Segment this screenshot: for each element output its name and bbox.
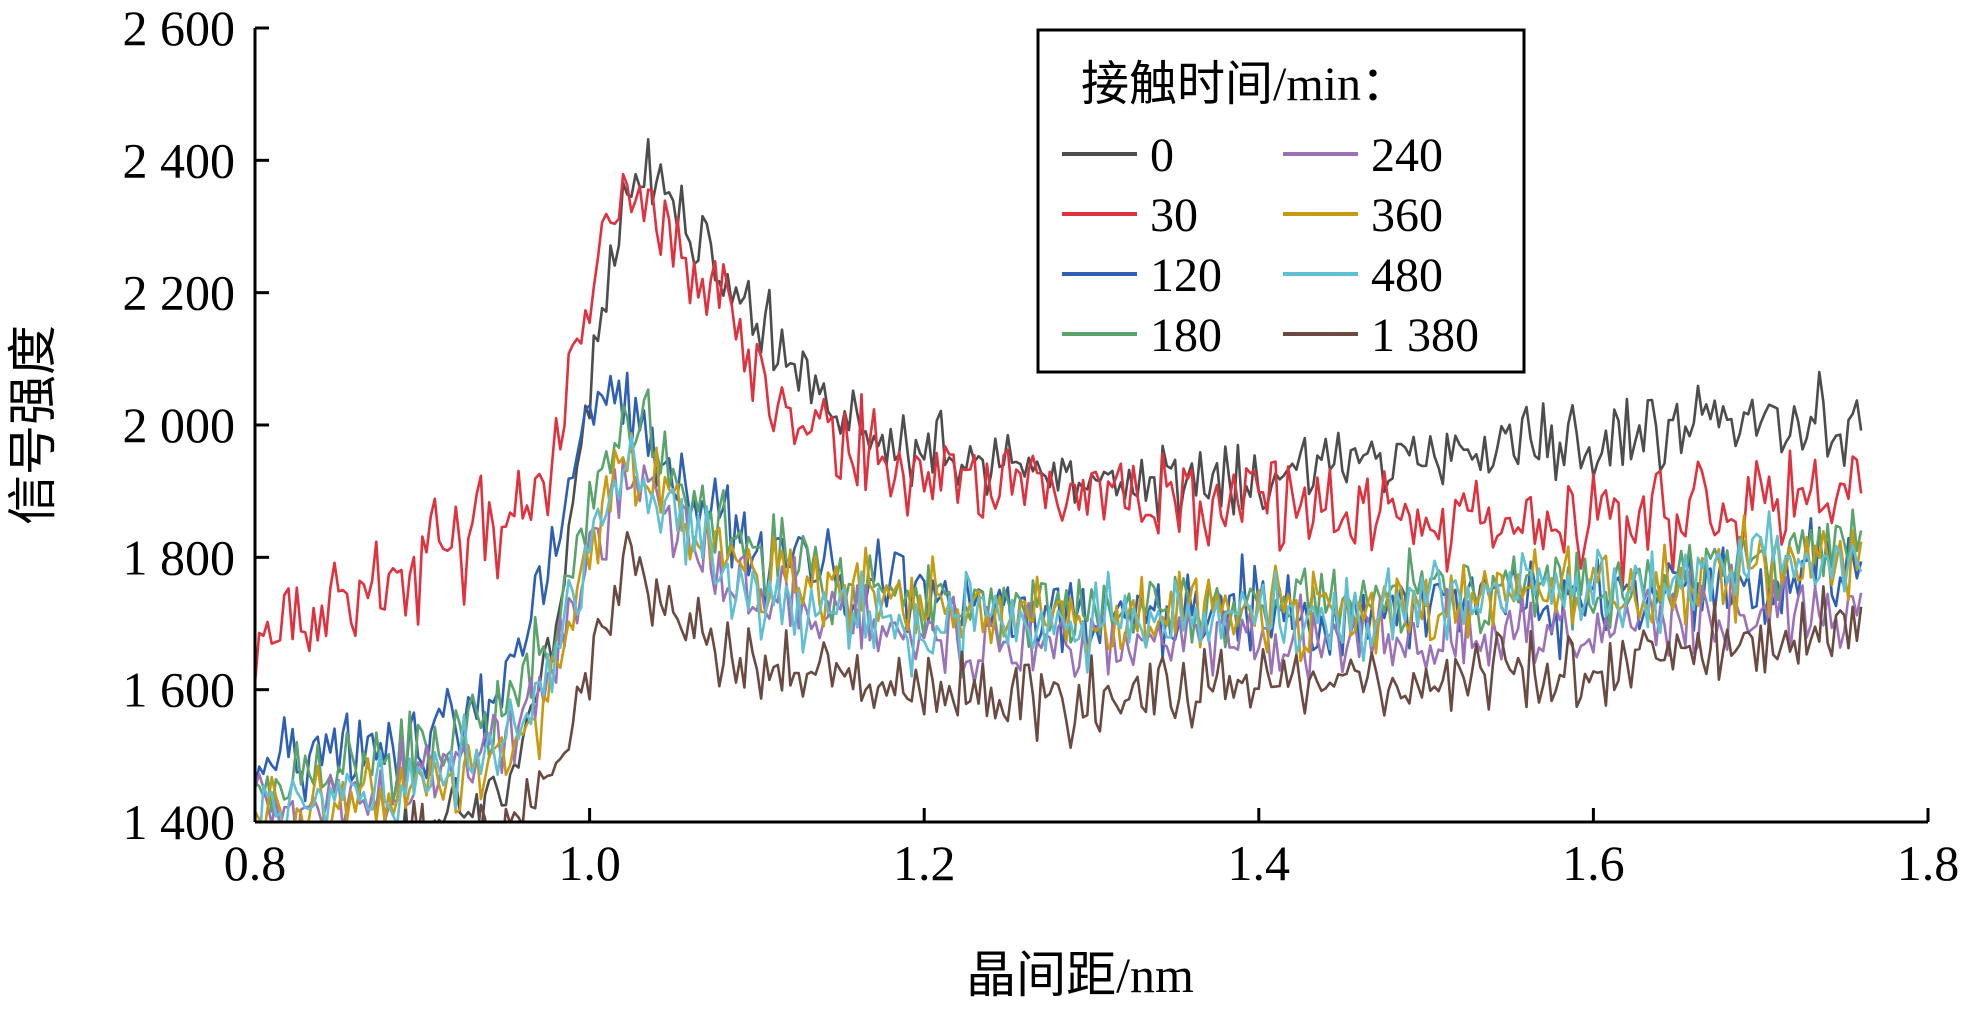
x-tick-label: 1.0 — [558, 835, 621, 891]
legend-label: 0 — [1150, 129, 1174, 182]
y-tick-label: 1 400 — [123, 794, 236, 850]
x-axis-label: 晶间距/nm — [966, 947, 1194, 1003]
legend: 接触时间/min： 0 30 120 180 240 360 480 1 380 — [1036, 28, 1526, 374]
x-tick-label: 1.4 — [1228, 835, 1291, 891]
legend-label: 480 — [1371, 249, 1443, 302]
y-tick-label: 2 600 — [123, 0, 236, 56]
legend-label: 1 380 — [1371, 309, 1479, 362]
legend-label: 360 — [1371, 189, 1443, 242]
series-layer — [255, 138, 1863, 823]
legend-label: 180 — [1150, 309, 1222, 362]
legend-box — [1036, 28, 1526, 374]
x-tick-label: 1.2 — [893, 835, 956, 891]
y-tick-label: 1 800 — [123, 529, 236, 585]
series-line-5 — [255, 456, 1863, 823]
y-tick-label: 2 400 — [123, 132, 236, 188]
y-tick-label: 2 200 — [123, 265, 236, 321]
y-tick-label: 2 000 — [123, 397, 236, 453]
y-axis-label: 信号强度 — [5, 325, 61, 525]
series-line-8 — [410, 530, 1863, 823]
series-line-2 — [255, 172, 1863, 683]
legend-label: 240 — [1371, 129, 1443, 182]
legend-title: 接触时间/min： — [1081, 58, 1409, 111]
x-tick-label: 1.8 — [1897, 835, 1960, 891]
x-tick-label: 1.6 — [1562, 835, 1625, 891]
x-tick-label: 0.8 — [224, 835, 287, 891]
legend-entries: 0 30 120 180 240 360 480 1 380 — [1062, 129, 1479, 362]
x-ticks: 0.8 1.0 1.2 1.4 1.6 1.8 — [224, 808, 1960, 891]
series-line-4 — [255, 388, 1863, 813]
y-tick-label: 1 600 — [123, 662, 236, 718]
legend-label: 120 — [1150, 249, 1222, 302]
y-ticks: 1 400 1 600 1 800 2 000 2 200 2 400 2 600 — [123, 0, 269, 850]
series-line-6 — [255, 431, 1863, 823]
legend-label: 30 — [1150, 189, 1198, 242]
series-line-7 — [255, 433, 1863, 823]
